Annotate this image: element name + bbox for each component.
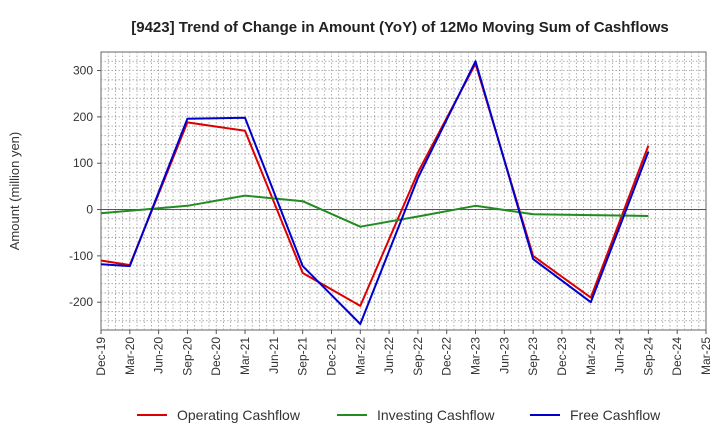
x-tick-label: Jun-20 xyxy=(152,337,166,374)
y-tick-label: -100 xyxy=(69,249,93,263)
x-tick-label: Mar-25 xyxy=(699,337,713,375)
legend-item-operating-cashflow: Operating Cashflow xyxy=(137,407,301,423)
axes: 300 200 100 0 -100 -200 Dec-19 Mar-20 Jun-20 Sep-… xyxy=(69,64,713,376)
x-tick-label: Dec-19 xyxy=(94,337,108,376)
x-tick-label: Dec-21 xyxy=(324,337,338,376)
legend-label: Investing Cashflow xyxy=(377,407,495,423)
y-axis-label: Amount (million yen) xyxy=(7,132,22,251)
legend: Operating Cashflow Investing Cashflow Free… xyxy=(137,407,661,423)
x-tick-label: Mar-21 xyxy=(238,337,252,375)
x-tick-label: Mar-23 xyxy=(469,337,483,375)
legend-label: Free Cashflow xyxy=(570,407,661,423)
free-cashflow-line xyxy=(100,60,650,325)
x-tick-label: Dec-22 xyxy=(440,337,454,376)
y-tick-label: 100 xyxy=(73,156,93,170)
x-tick-label: Sep-20 xyxy=(180,337,194,376)
x-tick-label: Sep-24 xyxy=(641,337,655,376)
x-tick-label: Jun-21 xyxy=(267,337,281,374)
y-tick-label: 200 xyxy=(73,110,93,124)
x-tick-label: Jun-22 xyxy=(382,337,396,374)
x-tick-label: Mar-20 xyxy=(123,337,137,375)
series-lines xyxy=(100,60,650,325)
x-tick-label: Sep-21 xyxy=(296,337,310,376)
y-tick-label: 300 xyxy=(73,64,93,78)
x-tick-label: Jun-24 xyxy=(613,337,627,374)
chart-title: [9423] Trend of Change in Amount (YoY) o… xyxy=(131,19,669,36)
y-tick-label: -200 xyxy=(69,295,93,309)
legend-item-investing-cashflow: Investing Cashflow xyxy=(337,407,495,423)
legend-label: Operating Cashflow xyxy=(177,407,301,423)
x-tick-label: Dec-20 xyxy=(209,337,223,376)
x-tick-label: Mar-22 xyxy=(353,337,367,375)
investing-cashflow-line xyxy=(100,194,649,228)
x-tick-label: Dec-24 xyxy=(670,337,684,376)
gridlines xyxy=(100,51,707,331)
y-tick-label: 0 xyxy=(86,203,93,217)
x-tick-label: Sep-23 xyxy=(526,337,540,376)
legend-item-free-cashflow: Free Cashflow xyxy=(530,407,661,423)
x-tick-label: Dec-23 xyxy=(555,337,569,376)
x-tick-label: Mar-24 xyxy=(584,337,598,375)
x-tick-label: Sep-22 xyxy=(411,337,425,376)
x-tick-label: Jun-23 xyxy=(497,337,511,374)
